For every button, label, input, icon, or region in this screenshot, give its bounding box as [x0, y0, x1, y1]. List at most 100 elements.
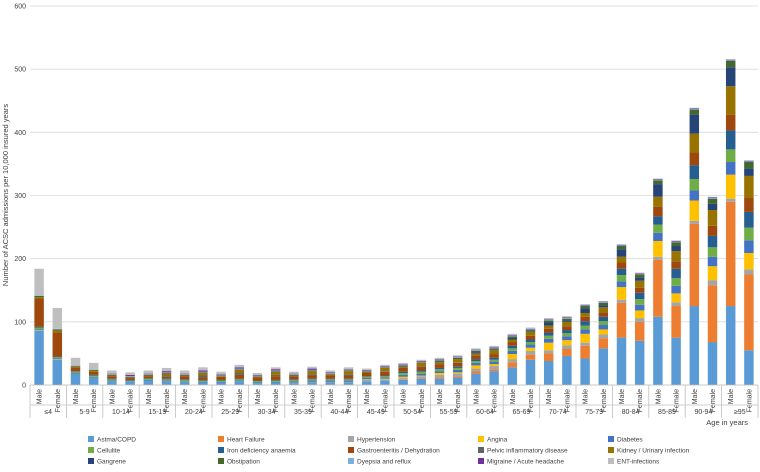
bar-segment	[343, 375, 354, 379]
x-age-group-label: 55-59	[440, 409, 458, 416]
bar-segment	[562, 345, 572, 349]
bar-segment	[161, 372, 172, 374]
bar-segment	[507, 367, 518, 385]
bar-segment	[125, 376, 135, 377]
bar-segment	[707, 235, 718, 248]
x-sex-label: Female	[564, 389, 571, 412]
legend-item: Heart Failure	[218, 436, 265, 444]
bar-segment	[598, 338, 609, 349]
bar-segment	[52, 358, 63, 360]
bar-segment	[634, 292, 645, 300]
bar-segment	[653, 179, 663, 180]
bar-segment	[653, 179, 663, 181]
bar-segment	[88, 369, 99, 371]
bar-segment	[125, 372, 135, 375]
bar-segment	[471, 349, 481, 351]
bar-segment	[580, 304, 590, 306]
bar-segment	[616, 337, 627, 385]
x-age-group-label: 75-79	[585, 409, 603, 416]
bar-segment	[52, 359, 63, 360]
bar-segment	[343, 378, 354, 380]
bar-segment	[598, 334, 609, 339]
bar-segment	[52, 328, 63, 330]
bar-segment	[671, 337, 681, 385]
bar-segment	[34, 295, 44, 298]
bar-segment	[361, 381, 372, 385]
bar-segment	[416, 375, 427, 377]
bar-segment	[343, 369, 354, 370]
bar-segment	[161, 373, 172, 376]
bar-segment	[143, 378, 154, 379]
bar-segment	[489, 350, 499, 355]
bar-segment	[216, 374, 226, 376]
x-age-group-label: 15-19	[148, 409, 166, 416]
bar-segment	[507, 335, 518, 336]
bar-segment	[416, 370, 427, 372]
bar-segment	[88, 375, 99, 377]
bar-segment	[507, 333, 518, 336]
bar-segment	[634, 280, 645, 288]
bar-segment	[307, 371, 317, 375]
bar-segment	[107, 375, 117, 377]
bar-segment	[398, 366, 408, 367]
bar-segment	[689, 107, 700, 109]
bar-segment	[598, 321, 609, 325]
bar-segment	[452, 377, 463, 385]
bar-segment	[543, 353, 554, 361]
bar-segment	[107, 378, 117, 380]
bar-segment	[361, 379, 372, 382]
bar-segment	[398, 365, 408, 367]
x-sex-label: Male	[510, 389, 517, 404]
bar-segment	[634, 273, 645, 275]
bar-segment	[361, 371, 372, 372]
bar-segment	[489, 349, 499, 351]
x-sex-label: Male	[437, 389, 444, 404]
legend-swatch	[348, 436, 354, 442]
bar-segment	[107, 376, 117, 379]
bar-segment	[507, 359, 518, 363]
bar-segment	[598, 307, 609, 313]
bar-segment	[216, 379, 226, 381]
bar-segment	[689, 165, 700, 180]
bar-segment	[725, 198, 736, 202]
bar-segment	[725, 60, 736, 68]
legend-label: Pelvic inflammatory disease	[487, 448, 568, 455]
bar-segment	[34, 327, 44, 330]
x-age-group-label: 50-54	[403, 409, 421, 416]
bar-segment	[270, 380, 281, 382]
bar-segment	[634, 272, 645, 274]
x-sex-label: Male	[182, 389, 189, 404]
bar-segment	[580, 316, 590, 322]
bar-segment	[107, 381, 117, 385]
bar-segment	[452, 362, 463, 367]
bar-segment	[471, 352, 481, 354]
bar-segment	[307, 366, 317, 369]
x-sex-label: Male	[146, 389, 153, 404]
bar-segment	[252, 382, 263, 384]
legend-swatch	[608, 458, 614, 464]
bar-segment	[70, 365, 81, 367]
bar-segment	[543, 328, 554, 333]
bar-segment	[434, 367, 445, 370]
bar-segment	[34, 295, 44, 296]
bar-segment	[198, 382, 208, 385]
bar-segment	[452, 356, 463, 358]
bar-segment	[234, 379, 245, 381]
bar-segment	[52, 332, 63, 357]
x-sex-label: Male	[37, 389, 44, 404]
bar-segment	[507, 336, 518, 338]
bar-segment	[398, 376, 408, 379]
legend-label: Angina	[487, 437, 508, 444]
bar-segment	[416, 361, 427, 363]
bar-segment	[689, 190, 700, 201]
bar-segment	[198, 372, 208, 376]
x-sex-label: Female	[91, 389, 98, 412]
x-sex-label: Female	[128, 389, 135, 412]
x-sex-label: Female	[455, 389, 462, 412]
bar-segment	[634, 340, 645, 385]
bar-segment	[416, 378, 427, 379]
bar-segment	[634, 277, 645, 281]
bar-segment	[289, 374, 299, 375]
bar-segment	[70, 366, 81, 368]
x-sex-label: Female	[382, 389, 389, 412]
